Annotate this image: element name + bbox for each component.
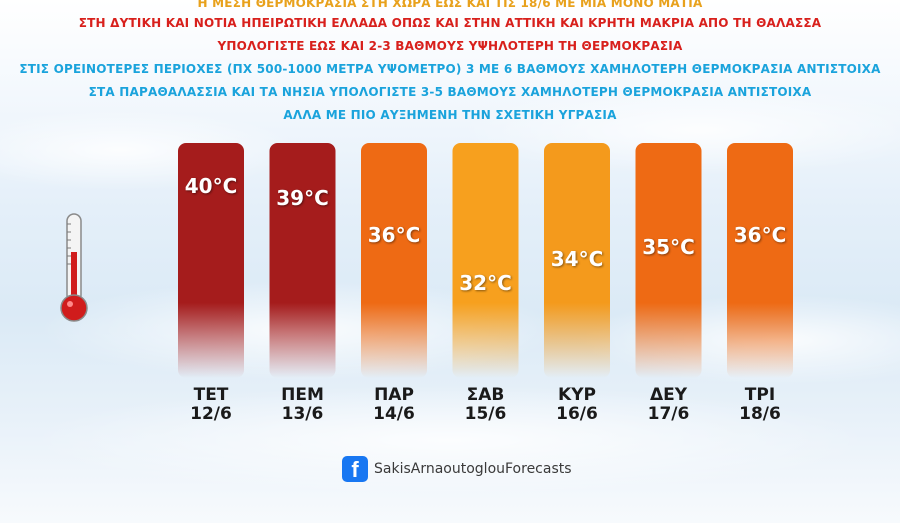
- day-date: 15/6: [464, 404, 507, 424]
- bar-value-label-5: 34°C: [550, 246, 604, 271]
- headline-line-6: ΑΛΛΑ ΜΕ ΠΙΟ ΑΥΞΗΜΕΝΗ ΤΗΝ ΣΧΕΤΙΚΗ ΥΓΡΑΣΙΑ: [283, 108, 617, 122]
- headline-line-5: ΣΤΑ ΠΑΡΑΘΑΛΑΣΣΙΑ ΚΑΙ ΤΑ ΝΗΣΙΑ ΥΠΟΛΟΓΙΣΤΕ…: [88, 85, 812, 99]
- headline-line-1: Η ΜΕΣΗ ΘΕΡΜΟΚΡΑΣΙΑ ΣΤΗ ΧΩΡΑ ΕΩΣ ΚΑΙ ΤΙΣ …: [197, 0, 703, 10]
- day-label-6: ΔΕΥ 17/6: [624, 386, 714, 424]
- day-date: 12/6: [190, 404, 232, 424]
- day-label-4: ΣΑΒ 15/6: [441, 386, 531, 424]
- bar-value-label-7: 36°C: [733, 222, 787, 247]
- day-date: 14/6: [373, 404, 415, 424]
- headline-line-4: ΣΤΙΣ ΟΡΕΙΝΟΤΕΡΕΣ ΠΕΡΙΟΧΕΣ (ΠΧ 500-1000 Μ…: [19, 62, 881, 76]
- temperature-bar-3: [361, 143, 427, 378]
- bar-value-label-6: 35°C: [642, 234, 695, 259]
- temperature-bar-7: [727, 143, 793, 378]
- headline-line-2: ΣΤΗ ΔΥΤΙΚΗ ΚΑΙ ΝΟΤΙΑ ΗΠΕΙΡΩΤΙΚΗ ΕΛΛΑΔΑ Ο…: [78, 16, 822, 30]
- bar-value-label-4: 32°C: [459, 271, 512, 295]
- temperature-bar-4: [452, 143, 519, 378]
- day-label-5: ΚΥΡ 16/6: [532, 386, 622, 424]
- bar-value-label-2: 39°C: [276, 186, 329, 211]
- thermometer-icon: [60, 213, 88, 322]
- headline-line-3: ΥΠΟΛΟΓΙΣΤΕ ΕΩΣ ΚΑΙ 2-3 ΒΑΘΜΟΥΣ ΥΨΗΛΟΤΕΡΗ…: [217, 39, 683, 53]
- day-name: ΔΕΥ: [649, 385, 688, 405]
- temperature-bar-6: [635, 143, 702, 378]
- day-date: 16/6: [556, 404, 598, 424]
- temperature-bar-2: [269, 143, 336, 378]
- day-name: ΠΕΜ: [281, 385, 324, 405]
- day-label-7: ΤΡΙ 18/6: [715, 386, 805, 424]
- day-name: ΤΕΤ: [193, 385, 229, 405]
- day-label-1: ΤΕΤ 12/6: [166, 386, 256, 424]
- day-name: ΤΡΙ: [744, 385, 776, 405]
- day-name: ΚΥΡ: [558, 385, 596, 405]
- day-label-2: ΠΕΜ 13/6: [258, 386, 348, 424]
- facebook-glyph: f: [351, 457, 359, 482]
- day-label-3: ΠΑΡ 14/6: [349, 386, 439, 424]
- facebook-handle[interactable]: SakisArnaoutoglouForecasts: [374, 461, 572, 477]
- footer-credit: f SakisArnaoutoglouForecasts: [342, 455, 572, 483]
- facebook-icon[interactable]: f: [342, 456, 368, 482]
- day-date: 17/6: [647, 404, 690, 424]
- day-date: 13/6: [281, 404, 324, 424]
- day-date: 18/6: [739, 404, 781, 424]
- bar-value-label-3: 36°C: [367, 222, 421, 247]
- day-name: ΣΑΒ: [466, 385, 505, 405]
- temperature-bar-1: [178, 143, 244, 378]
- bar-value-label-1: 40°C: [184, 174, 238, 198]
- day-name: ΠΑΡ: [374, 385, 414, 405]
- temperature-bar-5: [544, 143, 610, 378]
